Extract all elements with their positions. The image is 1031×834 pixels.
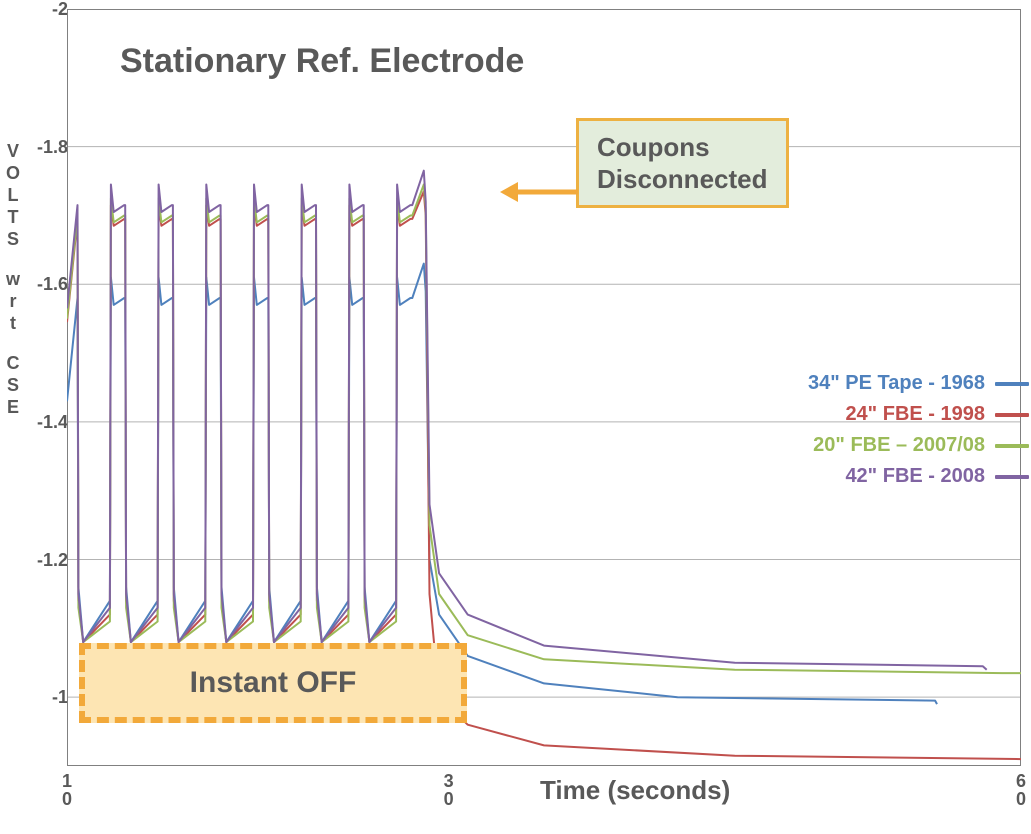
legend-swatch — [995, 475, 1029, 479]
x-tick-label: 60 — [1009, 772, 1031, 808]
y-tick-label: -1.2 — [22, 550, 68, 571]
y-tick-label: -2 — [22, 0, 68, 20]
y-tick-label: -1.6 — [22, 274, 68, 295]
y-tick-label: -1.4 — [22, 412, 68, 433]
legend-item: 34" PE Tape - 1968 — [808, 372, 1029, 395]
y-axis-label: VOLTS wrt CSE — [4, 140, 22, 418]
legend-item: 24" FBE - 1998 — [808, 403, 1029, 426]
y-tick-label: -1.8 — [22, 137, 68, 158]
legend-label: 24" FBE - 1998 — [845, 403, 985, 426]
legend: 34" PE Tape - 1968 24" FBE - 1998 20" FBE … — [808, 372, 1029, 496]
y-tick-label: -1 — [22, 687, 68, 708]
chart-container: Stationary Ref. Electrode VOLTS wrt CSE … — [0, 0, 1031, 834]
legend-label: 20" FBE – 2007/08 — [813, 434, 985, 457]
x-tick-label: 30 — [437, 772, 461, 808]
x-tick-label: 10 — [55, 772, 79, 808]
callout-line1: Coupons — [597, 131, 768, 163]
legend-item: 20" FBE – 2007/08 — [808, 434, 1029, 457]
x-axis-label: Time (seconds) — [540, 775, 730, 806]
legend-swatch — [995, 382, 1029, 386]
callout-coupons-disconnected: Coupons Disconnected — [576, 118, 789, 208]
callout-line2: Disconnected — [597, 163, 768, 195]
legend-swatch — [995, 413, 1029, 417]
instant-off-label: Instant OFF — [190, 666, 357, 700]
legend-item: 42" FBE - 2008 — [808, 465, 1029, 488]
legend-label: 34" PE Tape - 1968 — [808, 372, 985, 395]
series-pe_tape_34 — [67, 264, 937, 704]
legend-label: 42" FBE - 2008 — [845, 465, 985, 488]
legend-swatch — [995, 444, 1029, 448]
callout-instant-off: Instant OFF — [79, 643, 467, 723]
